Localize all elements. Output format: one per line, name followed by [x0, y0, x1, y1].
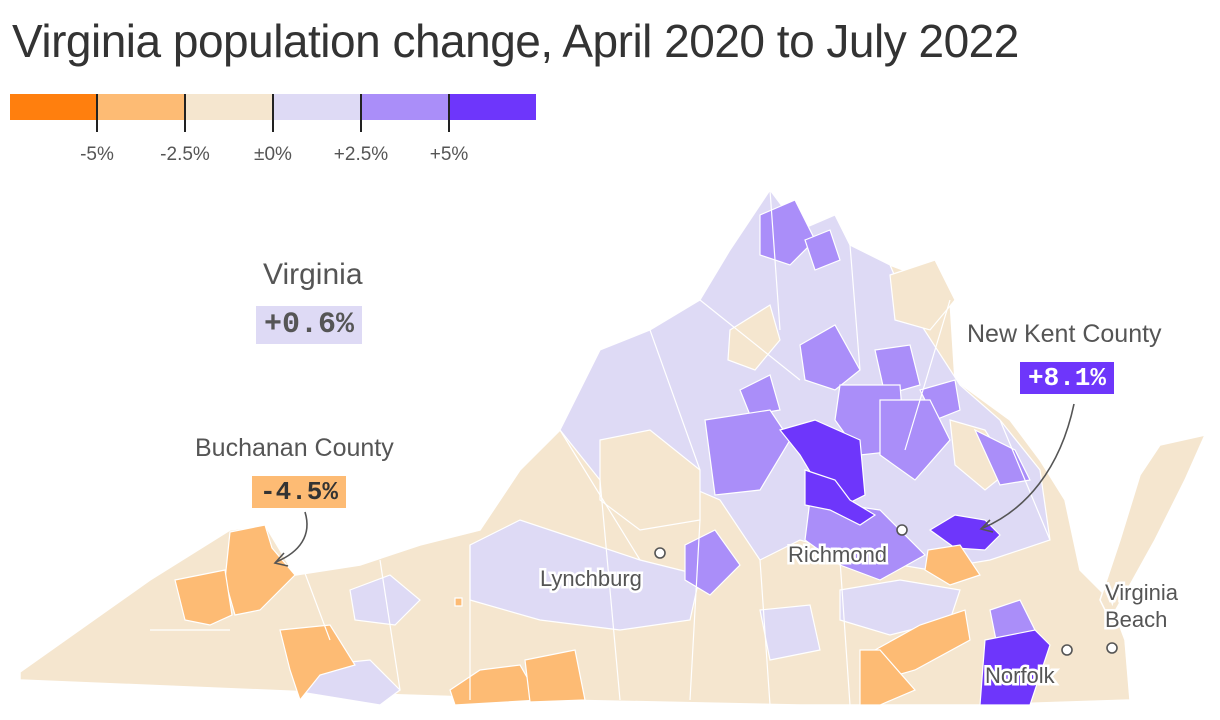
- region-orange: [859, 649, 916, 706]
- region-light-purple: [759, 604, 821, 661]
- legend-label-plus2-5: +2.5%: [333, 144, 389, 165]
- eastern-shore: [1099, 433, 1207, 622]
- legend-bar: [10, 94, 537, 120]
- legend-tick: [448, 94, 450, 132]
- richmond-marker: [896, 524, 908, 536]
- legend-swatch-4: [273, 94, 361, 120]
- legend-swatch-1: [10, 94, 98, 120]
- region-medium-purple: [799, 324, 861, 391]
- region-beige: [889, 259, 956, 331]
- state-value-badge: +0.6%: [256, 306, 363, 344]
- region-dark-purple: [979, 629, 1051, 706]
- city-label-virginia-beach: Virginia Beach: [1105, 580, 1184, 632]
- color-legend: -5% -2.5% ±0% +2.5% +5%: [10, 94, 537, 174]
- legend-label-plus5: +5%: [429, 144, 469, 165]
- region-medium-purple: [874, 344, 921, 396]
- city-label-richmond: Richmond: [788, 542, 887, 567]
- region-orange: [279, 624, 356, 702]
- county-borders: [150, 189, 1051, 706]
- legend-swatch-2: [97, 94, 186, 120]
- region-dark-purple: [804, 469, 877, 526]
- legend-tick: [360, 94, 362, 132]
- region-medium-purple: [804, 229, 841, 271]
- region-light-purple: [469, 519, 701, 631]
- legend-tick: [184, 94, 186, 132]
- legend-swatch-3: [185, 94, 274, 120]
- city-label-lynchburg: Lynchburg: [540, 566, 642, 591]
- norfolk-marker: [1061, 644, 1073, 656]
- region-medium-purple: [804, 499, 926, 581]
- region-medium-purple: [704, 409, 791, 496]
- city-label-virginia-beach-line2: Beach: [1105, 607, 1167, 632]
- buchanan-callout-arrow: [275, 511, 308, 563]
- new-kent-county-value-badge: +8.1%: [1020, 362, 1115, 394]
- legend-label-zero: ±0%: [254, 144, 292, 165]
- legend-tick: [96, 94, 98, 132]
- region-medium-purple: [973, 428, 1031, 486]
- buchanan-arrowhead: [273, 552, 289, 567]
- city-label-virginia-beach-line1: Virginia: [1105, 580, 1179, 605]
- buchanan-county-label: Buchanan County: [195, 434, 394, 462]
- new-kent-arrowhead: [979, 519, 994, 533]
- lynchburg-marker: [654, 547, 666, 559]
- region-dark-purple: [778, 419, 866, 506]
- region-orange: [454, 597, 463, 607]
- state-name-label: Virginia: [263, 258, 363, 291]
- city-label-norfolk: Norfolk: [985, 663, 1056, 688]
- region-orange: [174, 569, 233, 626]
- legend-swatch-6: [448, 94, 537, 120]
- new-kent-callout-arrow: [982, 403, 1075, 529]
- region-orange: [924, 544, 981, 586]
- buchanan-county-value-badge: -4.5%: [252, 476, 347, 508]
- legend-swatch-5: [360, 94, 449, 120]
- region-medium-purple: [739, 374, 781, 416]
- region-medium-purple: [879, 399, 951, 481]
- legend-label-minus5: -5%: [80, 144, 114, 165]
- region-light-purple: [349, 574, 421, 626]
- region-orange: [524, 649, 586, 703]
- map-title: Virginia population change, April 2020 t…: [12, 15, 1019, 67]
- legend-tick: [272, 94, 274, 132]
- new-kent-county-label: New Kent County: [967, 320, 1162, 348]
- legend-label-minus2-5: -2.5%: [160, 144, 210, 165]
- virginia-beach-marker: [1106, 642, 1118, 654]
